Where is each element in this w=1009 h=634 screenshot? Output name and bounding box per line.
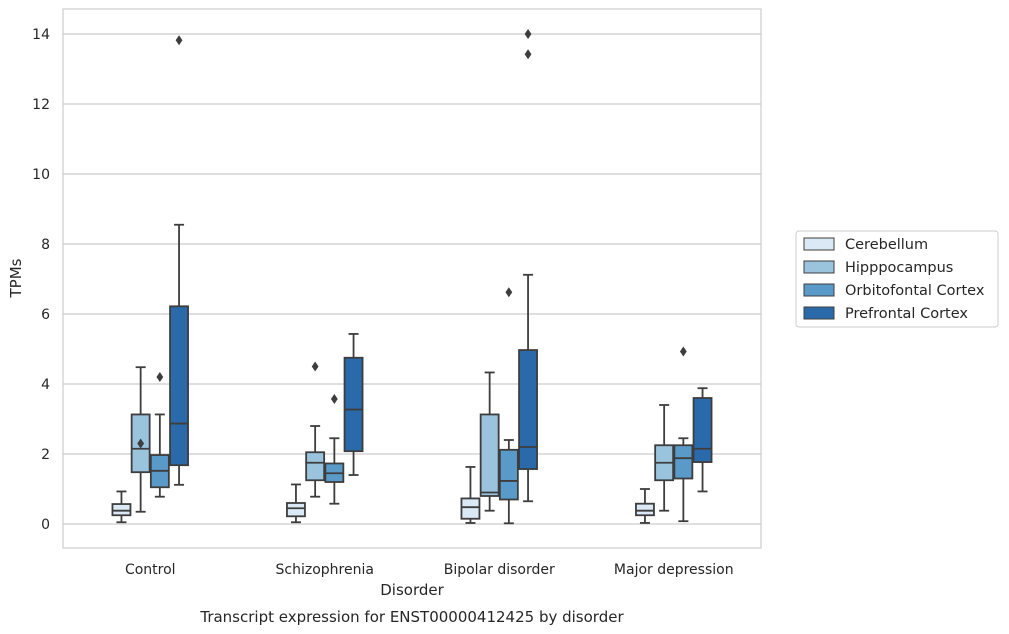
- box-cerebellum: [460, 466, 481, 524]
- legend-frame: [795, 230, 999, 328]
- legend-swatch: [803, 237, 835, 251]
- outlier-point: [137, 438, 145, 449]
- box-orbitofontal-cortex: [498, 287, 519, 525]
- legend-label: Cerebellum: [845, 237, 928, 253]
- box-cerebellum: [111, 490, 132, 524]
- outlier-point: [311, 361, 319, 372]
- box-iqr: [111, 503, 132, 517]
- outlier-point: [524, 49, 532, 60]
- outlier-point: [679, 346, 687, 357]
- box-iqr: [498, 448, 519, 501]
- x-tick-label: Major depression: [614, 562, 734, 578]
- box-prefrontal-cortex: [169, 35, 189, 486]
- box-iqr: [286, 502, 306, 518]
- box-prefrontal-cortex: [518, 29, 538, 503]
- x-tick-label: Control: [125, 562, 176, 578]
- y-tick-labels: 0 2 4 6 8 10 12 14: [32, 27, 50, 533]
- outlier-point: [524, 29, 532, 39]
- outlier-point: [505, 287, 513, 298]
- y-tick-label: 6: [41, 307, 50, 323]
- x-axis-label: Disorder: [380, 581, 444, 599]
- legend-swatch: [803, 306, 835, 320]
- outlier-point: [175, 35, 183, 46]
- box-prefrontal-cortex: [343, 333, 364, 476]
- legend-items: Cerebellum Hipppocampus Orbitofontal Corte…: [803, 237, 985, 322]
- legend-label: Orbitofontal Cortex: [845, 283, 985, 299]
- box-hipppocampus: [479, 371, 500, 512]
- x-tick-labels: Control Schizophrenia Bipolar disorder Majo…: [125, 562, 734, 578]
- y-tick-label: 10: [32, 167, 50, 183]
- box-hipppocampus: [130, 366, 151, 513]
- box-prefrontal-cortex: [692, 387, 713, 493]
- y-tick-label: 0: [41, 517, 50, 533]
- box-cerebellum: [286, 483, 306, 524]
- legend-label: Prefrontal Cortex: [845, 306, 968, 322]
- box-hipppocampus: [305, 361, 326, 498]
- box-orbitofontal-cortex: [324, 394, 345, 505]
- boxes: [111, 29, 713, 525]
- box-iqr: [169, 305, 189, 467]
- box-orbitofontal-cortex: [673, 346, 694, 523]
- x-tick-label: Schizophrenia: [276, 562, 374, 578]
- legend: Cerebellum Hipppocampus Orbitofontal Corte…: [795, 230, 999, 328]
- y-tick-label: 2: [41, 447, 50, 463]
- box-orbitofontal-cortex: [149, 372, 170, 498]
- plot-frame: [62, 8, 762, 549]
- box-iqr: [305, 451, 326, 482]
- box-cerebellum: [635, 488, 655, 524]
- box-iqr: [479, 413, 500, 497]
- outlier-point: [156, 372, 164, 382]
- y-tick-label: 8: [41, 237, 50, 253]
- chart-title: Transcript expression for ENST0000041242…: [199, 608, 624, 626]
- box-iqr: [518, 349, 538, 470]
- legend-label: Hipppocampus: [845, 260, 953, 276]
- legend-swatch: [803, 283, 835, 297]
- legend-swatch: [803, 260, 835, 274]
- box-iqr: [460, 497, 481, 520]
- y-tick-label: 4: [41, 377, 50, 393]
- y-tick-label: 14: [32, 27, 50, 43]
- box-iqr: [673, 444, 694, 480]
- box-iqr: [343, 356, 364, 453]
- box-iqr: [692, 397, 713, 463]
- outlier-point: [330, 394, 338, 405]
- box-iqr: [635, 502, 655, 517]
- y-tick-label: 12: [32, 97, 50, 113]
- y-axis-label: TPMs: [7, 258, 25, 298]
- x-tick-label: Bipolar disorder: [444, 562, 555, 578]
- box-hipppocampus: [654, 404, 675, 512]
